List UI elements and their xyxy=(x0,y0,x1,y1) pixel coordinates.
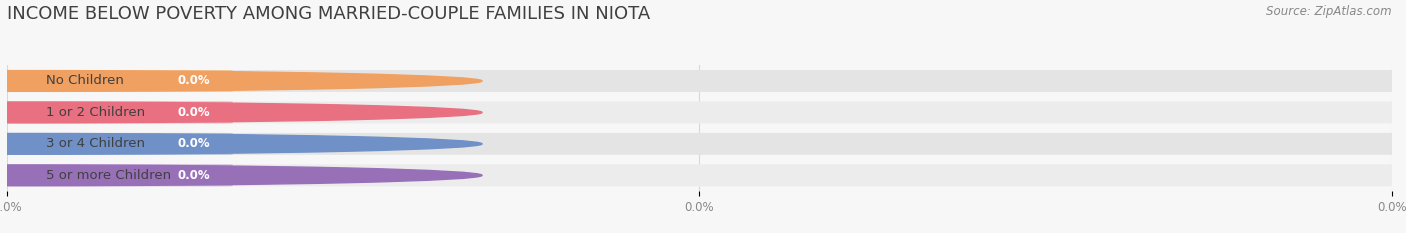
Text: 0.0%: 0.0% xyxy=(179,137,211,150)
Circle shape xyxy=(0,71,482,91)
Text: 1 or 2 Children: 1 or 2 Children xyxy=(46,106,145,119)
FancyBboxPatch shape xyxy=(0,165,180,185)
Text: 5 or more Children: 5 or more Children xyxy=(46,169,172,182)
FancyBboxPatch shape xyxy=(0,102,180,123)
Text: 0.0%: 0.0% xyxy=(179,75,211,87)
Text: 0.0%: 0.0% xyxy=(179,169,211,182)
FancyBboxPatch shape xyxy=(0,164,233,186)
FancyBboxPatch shape xyxy=(0,164,1403,186)
Text: Source: ZipAtlas.com: Source: ZipAtlas.com xyxy=(1267,5,1392,18)
Text: No Children: No Children xyxy=(46,75,124,87)
FancyBboxPatch shape xyxy=(0,102,235,123)
Circle shape xyxy=(0,102,482,123)
FancyBboxPatch shape xyxy=(0,70,233,92)
Text: 3 or 4 Children: 3 or 4 Children xyxy=(46,137,145,150)
FancyBboxPatch shape xyxy=(0,133,1403,155)
FancyBboxPatch shape xyxy=(0,70,1403,92)
Circle shape xyxy=(0,165,482,186)
Text: 0.0%: 0.0% xyxy=(179,106,211,119)
FancyBboxPatch shape xyxy=(0,133,233,155)
FancyBboxPatch shape xyxy=(0,134,235,154)
Circle shape xyxy=(0,134,482,154)
FancyBboxPatch shape xyxy=(0,134,180,154)
FancyBboxPatch shape xyxy=(0,102,233,123)
Text: INCOME BELOW POVERTY AMONG MARRIED-COUPLE FAMILIES IN NIOTA: INCOME BELOW POVERTY AMONG MARRIED-COUPL… xyxy=(7,5,651,23)
FancyBboxPatch shape xyxy=(0,71,180,91)
FancyBboxPatch shape xyxy=(0,165,235,186)
FancyBboxPatch shape xyxy=(0,102,1403,123)
FancyBboxPatch shape xyxy=(0,71,235,91)
